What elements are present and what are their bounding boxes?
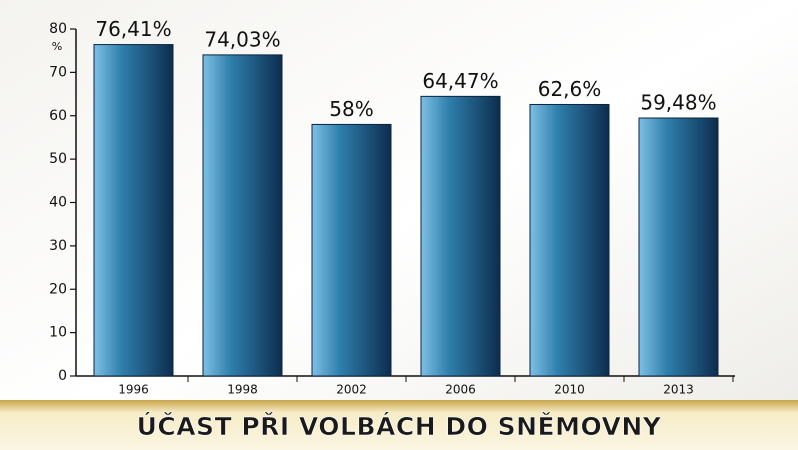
- y-tick-label: 60: [49, 108, 67, 124]
- y-unit: %: [52, 40, 62, 53]
- title-band: [0, 400, 798, 450]
- y-tick-label: 80: [49, 21, 67, 37]
- y-tick-label: 40: [49, 195, 67, 211]
- y-tick-label: 0: [58, 368, 67, 384]
- x-tick-label: 1998: [227, 383, 258, 397]
- value-label: 59,48%: [640, 91, 716, 115]
- x-tick-label: 2002: [336, 383, 367, 397]
- value-label: 76,41%: [95, 17, 171, 41]
- bar: [638, 117, 719, 377]
- value-label: 58%: [329, 97, 373, 121]
- x-tick-label: 1996: [118, 383, 149, 397]
- x-tick-label: 2013: [663, 383, 694, 397]
- chart-title: ÚČAST PŘI VOLBÁCH DO SNĚMOVNY: [137, 411, 662, 441]
- value-label: 64,47%: [422, 69, 498, 93]
- bar: [202, 54, 283, 377]
- x-tick-label: 2010: [554, 383, 585, 397]
- bar: [93, 44, 174, 377]
- y-tick-label: 30: [49, 238, 67, 254]
- bar: [529, 103, 610, 377]
- y-tick-label: 50: [49, 151, 67, 167]
- y-tick-label: 70: [49, 64, 67, 80]
- bar: [311, 123, 392, 377]
- x-tick-label: 2006: [445, 383, 476, 397]
- bar: [420, 95, 501, 377]
- y-tick-label: 10: [49, 325, 67, 341]
- value-label: 74,03%: [204, 27, 280, 51]
- value-label: 62,6%: [538, 77, 602, 101]
- y-tick-label: 20: [49, 281, 67, 297]
